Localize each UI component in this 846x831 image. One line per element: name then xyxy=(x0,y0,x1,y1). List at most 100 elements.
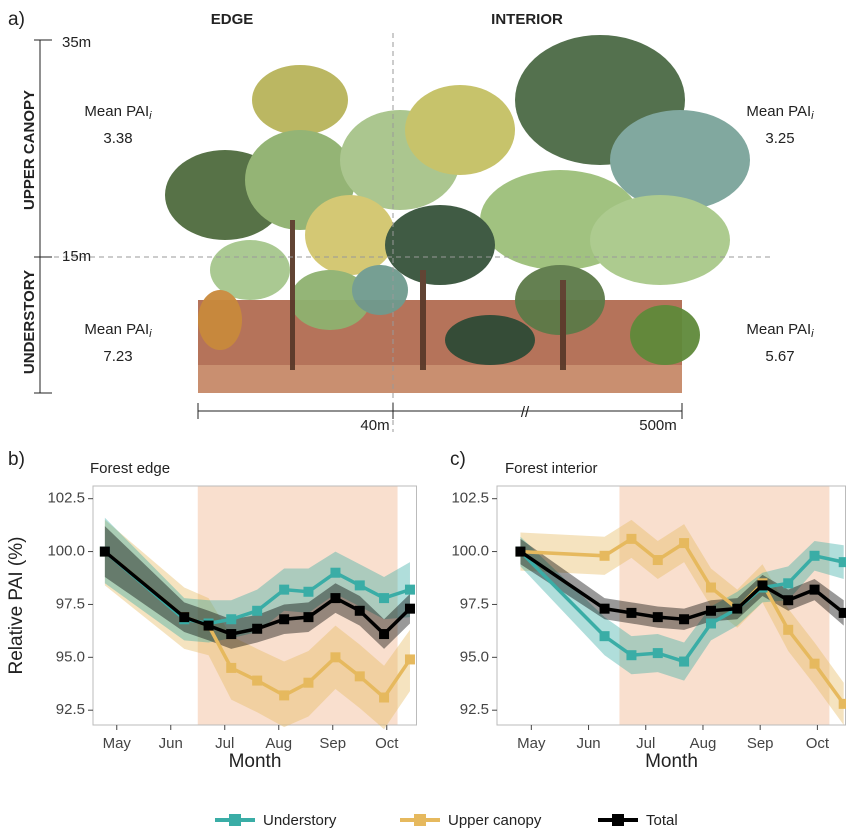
y-tick-label: 102.5 xyxy=(47,490,85,507)
point xyxy=(783,595,794,606)
point xyxy=(252,623,263,634)
point xyxy=(679,614,690,625)
point xyxy=(226,614,237,625)
point xyxy=(330,593,341,604)
point xyxy=(599,631,610,642)
x-tick-label: Aug xyxy=(265,735,292,752)
point xyxy=(404,654,415,665)
point xyxy=(99,546,110,557)
point xyxy=(303,612,314,623)
point xyxy=(809,584,820,595)
pai-label-text: Mean PAI xyxy=(84,103,149,120)
point xyxy=(705,618,716,629)
pai-label-text: Mean PAI xyxy=(84,321,149,338)
zone-label: UNDERSTORY xyxy=(21,270,38,374)
pai-subscript: i xyxy=(811,328,814,340)
x-tick-label: Sep xyxy=(319,735,346,752)
y-tick-label: 92.5 xyxy=(460,701,489,718)
point xyxy=(252,675,263,686)
point xyxy=(626,533,637,544)
chart-title: Forest edge xyxy=(90,460,170,477)
legend-marker xyxy=(414,814,426,826)
point xyxy=(354,605,365,616)
pai-value: 7.23 xyxy=(103,348,132,365)
point xyxy=(404,603,415,614)
highlight xyxy=(619,486,830,725)
point xyxy=(599,603,610,614)
confidence-band xyxy=(520,536,844,681)
soil xyxy=(198,365,682,393)
point xyxy=(379,629,390,640)
point xyxy=(203,620,214,631)
point xyxy=(303,677,314,688)
point xyxy=(757,580,768,591)
legend: Understory Upper canopy Total xyxy=(215,812,678,829)
distance-label: 40m xyxy=(360,417,389,434)
interior-label: INTERIOR xyxy=(491,11,563,28)
x-tick-label: Aug xyxy=(690,735,717,752)
legend-label: Upper canopy xyxy=(448,812,542,829)
legend-marker xyxy=(612,814,624,826)
panel-label: c) xyxy=(450,449,466,470)
height-label: 15m xyxy=(62,248,91,265)
panel-label: b) xyxy=(8,449,25,470)
point xyxy=(599,550,610,561)
y-tick-label: 97.5 xyxy=(460,595,489,612)
point xyxy=(732,603,743,614)
point xyxy=(226,662,237,673)
chart: b) Forest edge 92.5 95.0 97.5 100.0 102.5 May Ju… xyxy=(6,449,417,772)
point xyxy=(783,578,794,589)
highlight xyxy=(197,486,398,725)
point xyxy=(838,557,846,568)
x-axis-title: Month xyxy=(229,751,282,772)
x-tick-label: Oct xyxy=(375,735,399,752)
pai-subscript: i xyxy=(149,328,152,340)
x-tick-label: Jul xyxy=(636,735,655,752)
point xyxy=(679,656,690,667)
pai-value: 3.38 xyxy=(103,130,132,147)
pai-label: Mean PAIi xyxy=(84,103,152,122)
pai-label-text: Mean PAI xyxy=(746,321,811,338)
point xyxy=(279,614,290,625)
point xyxy=(252,605,263,616)
y-tick-label: 102.5 xyxy=(451,490,489,507)
x-tick-label: Sep xyxy=(747,735,774,752)
zone-label: UPPER CANOPY xyxy=(21,90,38,210)
point xyxy=(652,555,663,566)
pai-label-text: Mean PAI xyxy=(746,103,811,120)
point xyxy=(838,607,846,618)
y-tick-label: 100.0 xyxy=(451,543,489,560)
pai-label: Mean PAIi xyxy=(746,321,814,340)
point xyxy=(705,582,716,593)
point xyxy=(279,584,290,595)
pai-value: 5.67 xyxy=(765,348,794,365)
trees xyxy=(165,35,750,370)
point xyxy=(705,605,716,616)
point xyxy=(404,584,415,595)
point xyxy=(652,612,663,623)
x-tick-label: Oct xyxy=(806,735,830,752)
point xyxy=(330,567,341,578)
point xyxy=(809,550,820,561)
point xyxy=(679,538,690,549)
y-tick-label: 95.0 xyxy=(460,648,489,665)
point xyxy=(354,580,365,591)
panel-label: a) xyxy=(8,9,25,30)
chart-title: Forest interior xyxy=(505,460,598,477)
legend-marker xyxy=(229,814,241,826)
confidence-band xyxy=(520,519,844,725)
point xyxy=(179,612,190,623)
point xyxy=(783,624,794,635)
legend-label: Total xyxy=(646,812,678,829)
y-tick-label: 100.0 xyxy=(47,543,85,560)
x-tick-label: Jun xyxy=(576,735,600,752)
y-axis-title: Relative PAI (%) xyxy=(6,537,27,675)
pai-value: 3.25 xyxy=(765,130,794,147)
confidence-band xyxy=(104,519,410,730)
edge-label: EDGE xyxy=(211,11,254,28)
pai-subscript: i xyxy=(811,110,814,122)
point xyxy=(652,648,663,659)
distance-label: 500m xyxy=(639,417,677,434)
point xyxy=(379,593,390,604)
